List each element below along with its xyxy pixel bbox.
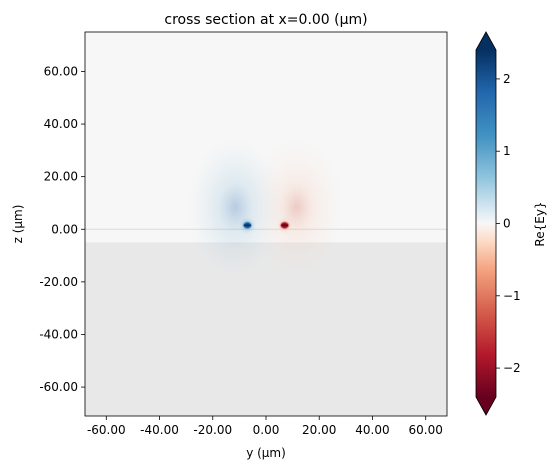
y-tick-label: 40.00 bbox=[44, 117, 78, 131]
colorbar-extend-top bbox=[476, 32, 496, 50]
plot-area bbox=[85, 32, 447, 416]
negative-lobe-waveguide bbox=[243, 224, 251, 227]
x-tick-label: 20.00 bbox=[302, 423, 336, 437]
colorbar-tick-label: 2 bbox=[503, 72, 511, 86]
x-tick-label: 0.00 bbox=[253, 423, 280, 437]
x-tick-label: -40.00 bbox=[140, 423, 179, 437]
x-axis: -60.00 -40.00 -20.00 0.00 20.00 40.00 60.00 bbox=[87, 416, 443, 437]
y-axis: 60.00 40.00 20.00 0.00 -20.00 -40.00 -60.00 bbox=[39, 64, 85, 394]
colorbar-body bbox=[476, 50, 496, 397]
colorbar-extend-bottom bbox=[476, 397, 496, 415]
chart-title: cross section at x=0.00 (µm) bbox=[164, 12, 367, 28]
y-tick-label: 60.00 bbox=[44, 64, 78, 78]
positive-lobe-halo bbox=[248, 137, 345, 278]
x-axis-label: y (µm) bbox=[246, 446, 286, 460]
x-tick-label: -20.00 bbox=[193, 423, 232, 437]
y-tick-label: 0.00 bbox=[51, 222, 78, 236]
y-axis-label: z (µm) bbox=[11, 205, 25, 244]
positive-lobe-waveguide bbox=[281, 224, 289, 227]
substrate-region bbox=[85, 242, 447, 416]
x-tick-label: 40.00 bbox=[355, 423, 389, 437]
y-tick-label: -40.00 bbox=[39, 327, 78, 341]
field-lobes bbox=[187, 137, 345, 278]
colorbar-outline bbox=[475, 31, 497, 416]
y-tick-label: -20.00 bbox=[39, 275, 78, 289]
colorbar-tick-label: −2 bbox=[503, 361, 521, 375]
y-tick-label: 20.00 bbox=[44, 170, 78, 184]
x-tick-label: 60.00 bbox=[409, 423, 443, 437]
colorbar-ticks: 2 1 0 −1 −2 bbox=[496, 72, 521, 375]
colorbar-tick-label: 1 bbox=[503, 144, 511, 158]
y-tick-label: -60.00 bbox=[39, 380, 78, 394]
positive-lobe bbox=[248, 137, 345, 278]
colorbar-label: Re{Ey} bbox=[533, 201, 547, 246]
colorbar-tick-label: 0 bbox=[503, 217, 511, 231]
colorbar: 2 1 0 −1 −2 Re{Ey} bbox=[475, 31, 547, 416]
colorbar-tick-label: −1 bbox=[503, 289, 521, 303]
x-tick-label: -60.00 bbox=[87, 423, 126, 437]
